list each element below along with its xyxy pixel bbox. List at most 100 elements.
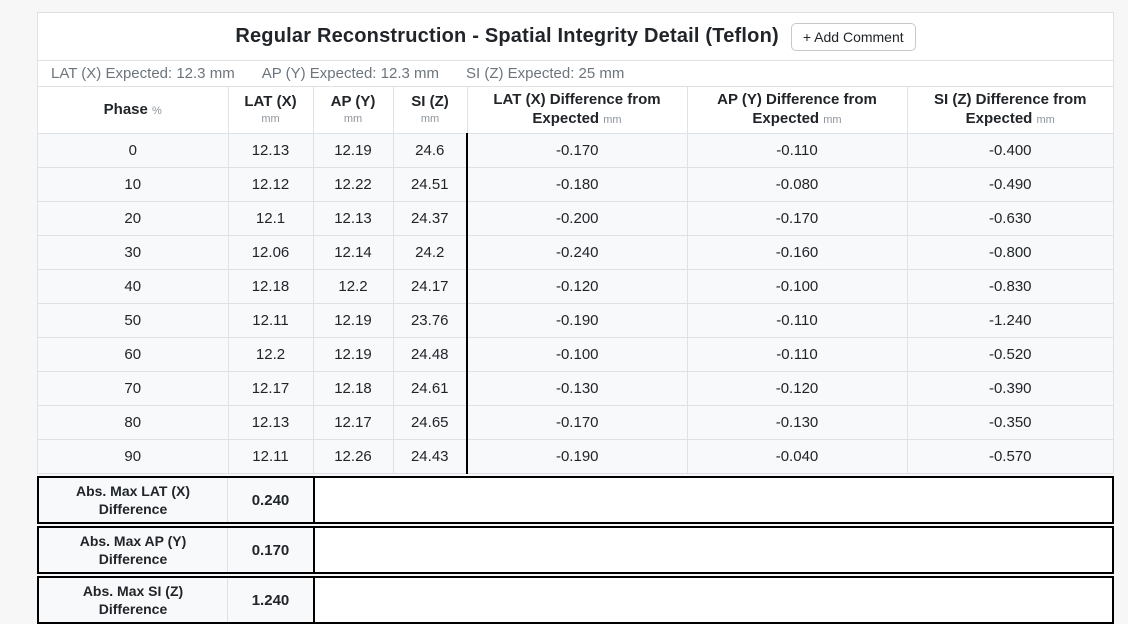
si-z-cell: 24.6 (392, 133, 468, 168)
column-header-ap-y-difference: AP (Y) Difference from Expected mm (686, 86, 908, 134)
si-z-difference-cell: -1.240 (906, 303, 1113, 338)
lat-x-difference-cell: -0.190 (466, 303, 688, 338)
ap-y-difference-cell: -0.110 (686, 337, 908, 372)
title-bar: Regular Reconstruction - Spatial Integri… (38, 13, 1113, 60)
si-z-cell: 24.65 (392, 405, 468, 440)
ap-y-difference-cell: -0.100 (686, 269, 908, 304)
ap-y-difference-cell: -0.110 (686, 303, 908, 338)
table-row: 90 12.11 12.26 24.43 -0.190 -0.040 -0.57… (38, 439, 1113, 474)
phase-cell: 40 (38, 269, 229, 304)
ap-y-cell: 12.13 (312, 201, 394, 236)
ap-y-cell: 12.18 (312, 371, 394, 406)
ap-y-cell: 12.19 (312, 337, 394, 372)
summary-empty-cell (313, 528, 1112, 572)
si-z-cell: 24.48 (392, 337, 468, 372)
ap-y-cell: 12.22 (312, 167, 394, 202)
lat-x-difference-cell: -0.180 (466, 167, 688, 202)
table-row: 60 12.2 12.19 24.48 -0.100 -0.110 -0.520 (38, 337, 1113, 372)
lat-x-difference-cell: -0.170 (466, 405, 688, 440)
phase-cell: 60 (38, 337, 229, 372)
si-z-cell: 24.37 (392, 201, 468, 236)
phase-cell: 20 (38, 201, 229, 236)
lat-x-cell: 12.11 (227, 439, 314, 474)
table-row: 20 12.1 12.13 24.37 -0.200 -0.170 -0.630 (38, 201, 1113, 236)
ap-y-cell: 12.19 (312, 303, 394, 338)
si-z-cell: 24.2 (392, 235, 468, 270)
ap-y-cell: 12.2 (312, 269, 394, 304)
column-header-si-z: SI (Z) mm (392, 86, 468, 134)
summary-label: Abs. Max SI (Z) Difference (39, 578, 227, 622)
spatial-integrity-table: Phase % LAT (X) mm AP (Y) mm SI (Z) mm (38, 86, 1113, 474)
lat-x-cell: 12.12 (227, 167, 314, 202)
column-header-si-z-difference: SI (Z) Difference from Expected mm (906, 86, 1113, 134)
si-z-cell: 24.43 (392, 439, 468, 474)
ap-y-cell: 12.26 (312, 439, 394, 474)
summary-value: 0.240 (227, 478, 313, 522)
phase-cell: 70 (38, 371, 229, 406)
column-header-lat-x: LAT (X) mm (227, 86, 314, 134)
si-z-difference-cell: -0.400 (906, 133, 1113, 168)
ap-y-difference-cell: -0.080 (686, 167, 908, 202)
lat-x-cell: 12.18 (227, 269, 314, 304)
column-header-lat-x-difference: LAT (X) Difference from Expected mm (466, 86, 688, 134)
ap-y-difference-cell: -0.120 (686, 371, 908, 406)
si-z-difference-cell: -0.830 (906, 269, 1113, 304)
lat-x-cell: 12.11 (227, 303, 314, 338)
card-top: Regular Reconstruction - Spatial Integri… (37, 12, 1114, 474)
summary-row: Abs. Max SI (Z) Difference 1.240 (37, 576, 1114, 624)
si-z-difference-cell: -0.570 (906, 439, 1113, 474)
si-z-difference-cell: -0.350 (906, 405, 1113, 440)
phase-cell: 0 (38, 133, 229, 168)
table-row: 40 12.18 12.2 24.17 -0.120 -0.100 -0.830 (38, 269, 1113, 304)
ap-y-difference-cell: -0.130 (686, 405, 908, 440)
phase-cell: 30 (38, 235, 229, 270)
summary-section: Abs. Max LAT (X) Difference 0.240 Abs. M… (37, 476, 1114, 624)
summary-empty-cell (313, 578, 1112, 622)
lat-x-difference-cell: -0.100 (466, 337, 688, 372)
lat-x-difference-cell: -0.240 (466, 235, 688, 270)
phase-cell: 50 (38, 303, 229, 338)
si-z-difference-cell: -0.630 (906, 201, 1113, 236)
table-row: 30 12.06 12.14 24.2 -0.240 -0.160 -0.800 (38, 235, 1113, 270)
add-comment-button[interactable]: + Add Comment (790, 22, 916, 51)
summary-label: Abs. Max LAT (X) Difference (39, 478, 227, 522)
lat-x-difference-cell: -0.130 (466, 371, 688, 406)
lat-x-cell: 12.1 (227, 201, 314, 236)
lat-x-cell: 12.2 (227, 337, 314, 372)
table-header-row: Phase % LAT (X) mm AP (Y) mm SI (Z) mm (38, 86, 1113, 134)
page-title: Regular Reconstruction - Spatial Integri… (235, 25, 779, 47)
lat-x-difference-cell: -0.200 (466, 201, 688, 236)
summary-row: Abs. Max AP (Y) Difference 0.170 (37, 526, 1114, 574)
lat-x-difference-cell: -0.170 (466, 133, 688, 168)
phase-cell: 80 (38, 405, 229, 440)
phase-cell: 90 (38, 439, 229, 474)
expected-lat-x: LAT (X) Expected: 12.3 mm (51, 65, 235, 82)
spatial-integrity-card: Regular Reconstruction - Spatial Integri… (37, 12, 1114, 624)
lat-x-cell: 12.13 (227, 133, 314, 168)
si-z-cell: 23.76 (392, 303, 468, 338)
summary-row: Abs. Max LAT (X) Difference 0.240 (37, 476, 1114, 524)
expected-ap-y: AP (Y) Expected: 12.3 mm (261, 65, 439, 82)
ap-y-difference-cell: -0.160 (686, 235, 908, 270)
si-z-difference-cell: -0.800 (906, 235, 1113, 270)
si-z-cell: 24.17 (392, 269, 468, 304)
table-row: 10 12.12 12.22 24.51 -0.180 -0.080 -0.49… (38, 167, 1113, 202)
si-z-cell: 24.51 (392, 167, 468, 202)
expected-si-z: SI (Z) Expected: 25 mm (466, 65, 625, 82)
summary-empty-cell (313, 478, 1112, 522)
table-row: 80 12.13 12.17 24.65 -0.170 -0.130 -0.35… (38, 405, 1113, 440)
summary-value: 0.170 (227, 528, 313, 572)
lat-x-cell: 12.17 (227, 371, 314, 406)
table-body: 0 12.13 12.19 24.6 -0.170 -0.110 -0.400 … (38, 133, 1113, 474)
ap-y-cell: 12.17 (312, 405, 394, 440)
si-z-cell: 24.61 (392, 371, 468, 406)
si-z-difference-cell: -0.520 (906, 337, 1113, 372)
column-header-ap-y: AP (Y) mm (312, 86, 394, 134)
ap-y-difference-cell: -0.040 (686, 439, 908, 474)
si-z-difference-cell: -0.390 (906, 371, 1113, 406)
ap-y-difference-cell: -0.110 (686, 133, 908, 168)
table-row: 70 12.17 12.18 24.61 -0.130 -0.120 -0.39… (38, 371, 1113, 406)
ap-y-cell: 12.14 (312, 235, 394, 270)
lat-x-cell: 12.13 (227, 405, 314, 440)
ap-y-cell: 12.19 (312, 133, 394, 168)
